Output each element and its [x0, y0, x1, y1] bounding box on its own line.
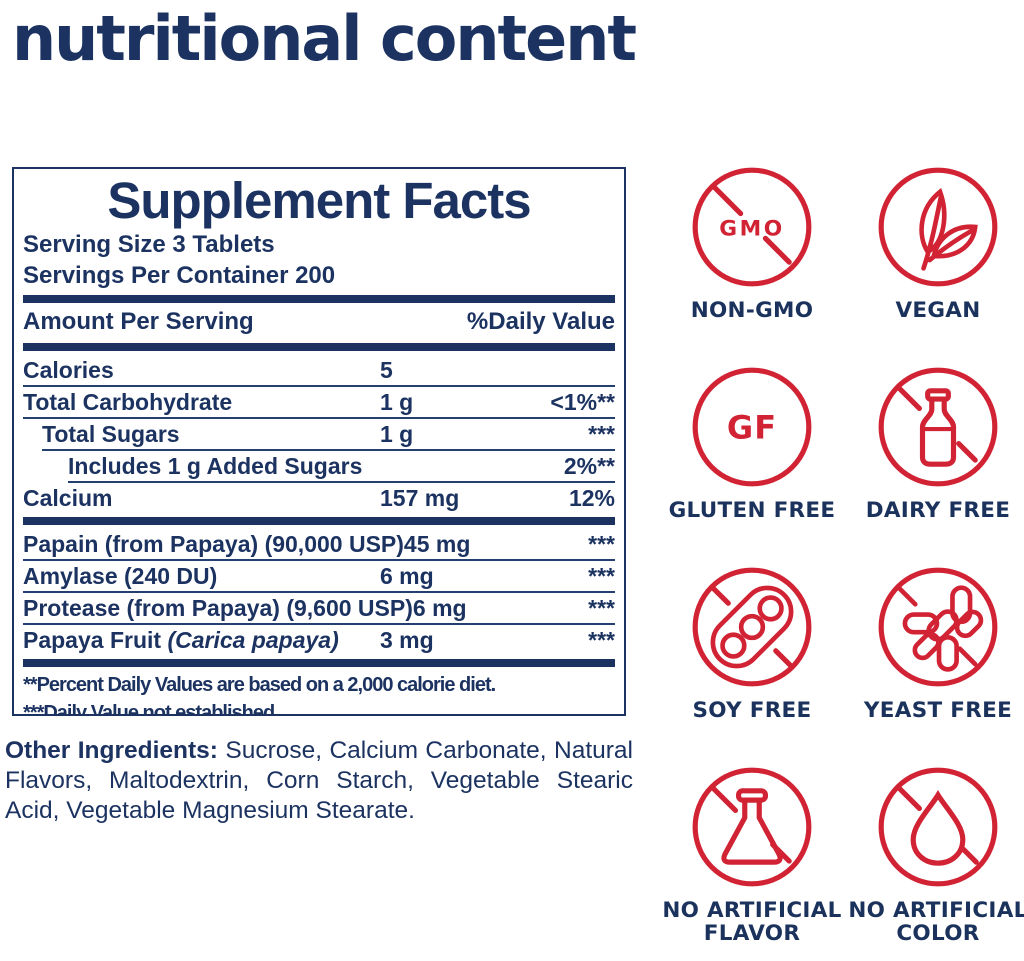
table-row-amylase: Amylase (240 DU) 6 mg ***	[23, 561, 615, 591]
row-separator	[68, 481, 615, 483]
badge-vegan: VEGAN	[845, 161, 1024, 361]
badge-soy-free: SOY FREE	[659, 561, 845, 761]
row-amount: 1 g	[380, 421, 414, 447]
row-daily-value: ***	[588, 627, 615, 653]
facts-column-header: Amount Per Serving %Daily Value	[23, 307, 615, 339]
row-amount: 1 g	[380, 389, 414, 415]
badge-label-line: NO ARTIFICIAL	[848, 898, 1024, 923]
badge-label: YEAST FREE	[863, 698, 1013, 723]
badge-grid: GMO NON-GMO VEGAN GF GLUTEN FREE DAIRY	[659, 161, 1024, 961]
row-label-text: Papaya Fruit	[23, 627, 162, 653]
row-amount: 6 mg	[380, 563, 434, 589]
row-label-latin-name: (Carica papaya)	[167, 627, 339, 653]
row-daily-value: 2%**	[563, 453, 615, 479]
badge-no-artificial-flavor: NO ARTIFICIAL FLAVOR	[659, 761, 845, 961]
amount-per-serving-header: Amount Per Serving	[23, 308, 254, 335]
row-label: Protease (from Papaya) (9,600 USP)	[23, 595, 413, 621]
other-ingredients: Other Ingredients: Sucrose, Calcium Carb…	[5, 736, 633, 826]
supplement-facts-title: Supplement Facts	[107, 172, 531, 229]
row-daily-value: ***	[588, 531, 615, 557]
flask-crossed-icon	[692, 767, 812, 887]
row-separator	[23, 559, 615, 561]
row-amount: 3 mg	[380, 627, 434, 653]
badge-label: NO ARTIFICIAL COLOR	[848, 899, 1024, 945]
row-daily-value: <1%**	[550, 389, 615, 415]
gmo-crossed-icon: GMO	[692, 167, 812, 287]
serving-size: Serving Size 3 Tablets	[23, 231, 275, 258]
daily-value-header: %Daily Value	[466, 308, 615, 335]
footnotes: **Percent Daily Values are based on a 2,…	[23, 671, 615, 716]
badge-label: SOY FREE	[692, 698, 812, 723]
badge-label-line: NO ARTIFICIAL	[662, 898, 842, 923]
badge-yeast-free: YEAST FREE	[845, 561, 1024, 761]
yeast-cells-crossed-icon	[878, 567, 998, 687]
thick-divider	[23, 343, 615, 351]
badge-label: GLUTEN FREE	[668, 498, 836, 523]
row-amount: 6 mg	[412, 595, 467, 621]
table-row-total-sugars: Total Sugars 1 g ***	[23, 419, 615, 449]
page-title: nutritional content	[12, 2, 637, 75]
thick-divider	[23, 295, 615, 303]
row-label: Total Sugars	[42, 421, 180, 447]
table-row-total-carbohydrate: Total Carbohydrate 1 g <1%**	[23, 387, 615, 417]
other-ingredients-label: Other Ingredients:	[5, 737, 218, 764]
badge-dairy-free: DAIRY FREE	[845, 361, 1024, 561]
table-row-protease: Protease (from Papaya) (9,600 USP) 6 mg …	[23, 593, 615, 623]
table-row-papaya-fruit: Papaya Fruit (Carica papaya) 3 mg ***	[23, 625, 615, 655]
row-label: Papaya Fruit (Carica papaya)	[23, 628, 380, 653]
soy-pod-crossed-icon	[692, 567, 812, 687]
badge-label-line: COLOR	[896, 921, 980, 946]
table-row-calcium: Calcium 157 mg 12%	[23, 483, 615, 513]
thick-divider	[23, 517, 615, 525]
servings-per-container: Servings Per Container 200	[23, 262, 336, 289]
footnote-not-established: ***Daily Value not established.	[23, 702, 280, 716]
row-separator	[23, 417, 615, 419]
row-separator	[23, 385, 615, 387]
row-separator	[23, 623, 615, 625]
badge-label-line: FLAVOR	[703, 921, 801, 946]
milk-bottle-crossed-icon	[878, 367, 998, 487]
row-amount: 5	[380, 357, 393, 383]
table-row-added-sugars: Includes 1 g Added Sugars 2%**	[23, 451, 615, 481]
row-label: Amylase (240 DU)	[23, 563, 218, 589]
badge-label: NON-GMO	[690, 298, 814, 323]
footnote-daily-values: **Percent Daily Values are based on a 2,…	[23, 674, 496, 696]
row-label: Calcium	[23, 485, 113, 511]
thick-divider	[23, 659, 615, 667]
table-row-papain: Papain (from Papaya) (90,000 USP) 45 mg …	[23, 529, 615, 559]
droplet-crossed-icon	[878, 767, 998, 887]
table-row-calories: Calories 5	[23, 355, 615, 385]
badge-non-gmo: GMO NON-GMO	[659, 161, 845, 361]
row-daily-value: ***	[588, 595, 615, 621]
row-amount: 157 mg	[380, 485, 460, 511]
badge-label: VEGAN	[895, 298, 981, 323]
badge-label: NO ARTIFICIAL FLAVOR	[662, 899, 841, 945]
row-label: Calories	[23, 357, 114, 383]
badge-label: DAIRY FREE	[865, 498, 1011, 523]
row-separator	[42, 449, 615, 451]
other-ingredients-text: Sucrose, Calcium Carbonate, Natural Flav…	[5, 737, 634, 824]
supplement-facts-panel: Supplement Facts Serving Size 3 Tablets …	[12, 167, 626, 716]
badge-gluten-free: GF GLUTEN FREE	[659, 361, 845, 561]
row-label: Includes 1 g Added Sugars	[68, 453, 363, 479]
row-daily-value: ***	[588, 563, 615, 589]
row-daily-value: 12%	[568, 485, 615, 511]
row-daily-value: ***	[588, 421, 615, 447]
svg-text:GMO: GMO	[719, 216, 785, 241]
row-label: Papain (from Papaya) (90,000 USP)	[23, 531, 404, 557]
row-amount: 45 mg	[403, 531, 471, 557]
row-separator	[23, 591, 615, 593]
leaves-icon	[878, 167, 998, 287]
gf-circle-icon: GF	[692, 367, 812, 487]
svg-text:GF: GF	[727, 408, 777, 446]
badge-no-artificial-color: NO ARTIFICIAL COLOR	[845, 761, 1024, 961]
row-label: Total Carbohydrate	[23, 389, 233, 415]
